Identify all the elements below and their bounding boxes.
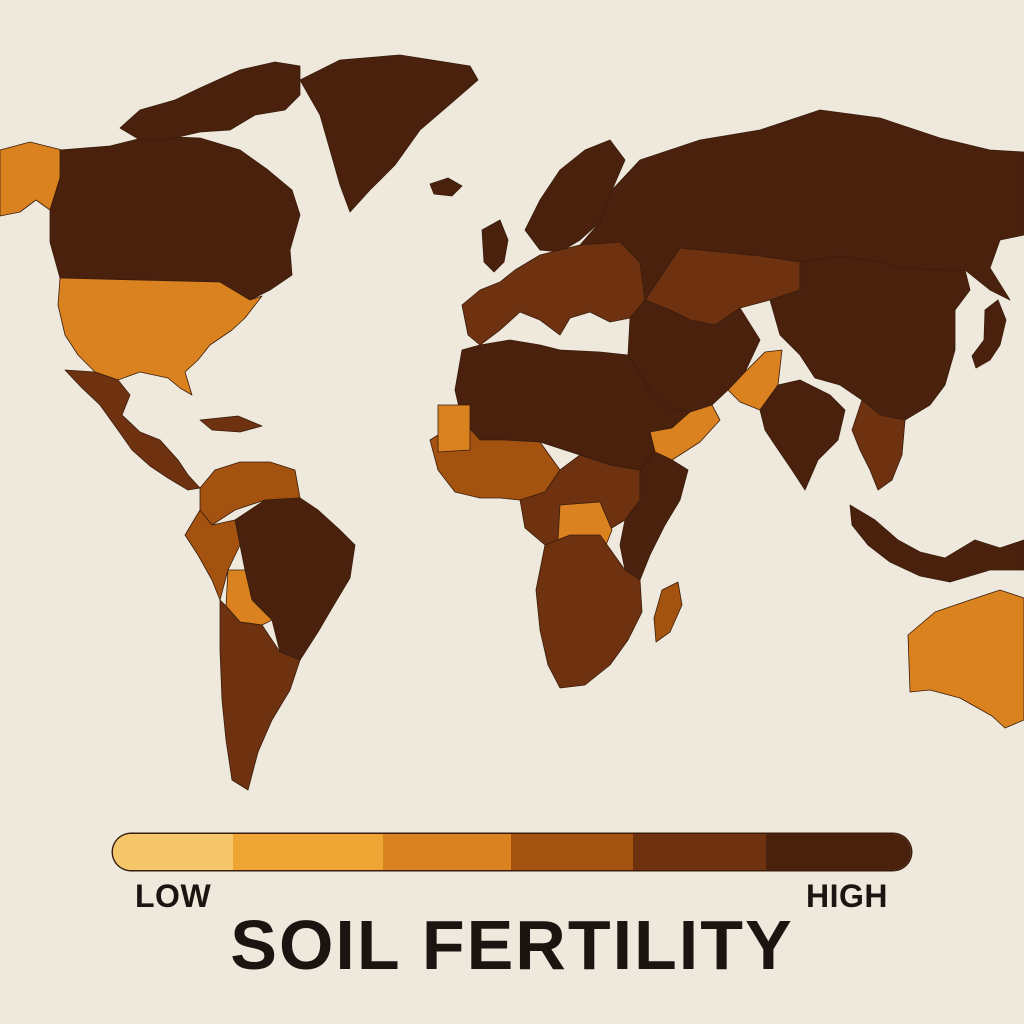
legend-high-label: HIGH <box>806 878 888 914</box>
region-greenland <box>299 54 479 213</box>
region-australia <box>907 589 1024 729</box>
map-title: SOIL FERTILITY <box>230 906 794 984</box>
region-arctic-islands <box>119 61 301 141</box>
region-southern-africa <box>535 534 643 689</box>
region-india <box>759 379 846 491</box>
region-iceland <box>429 177 463 197</box>
legend-swatch-5 <box>633 834 766 870</box>
world-map <box>0 54 1024 791</box>
region-southeast-asia <box>851 399 906 491</box>
region-southern-cone <box>219 599 301 791</box>
region-mexico-central-america <box>64 369 201 491</box>
legend-swatch-2 <box>233 834 383 870</box>
fertility-color-scale <box>113 834 911 870</box>
region-mauritania <box>437 404 471 453</box>
region-east-africa <box>619 451 689 581</box>
region-caribbean <box>199 415 263 433</box>
region-uk-ireland <box>481 219 509 273</box>
region-usa <box>57 277 263 396</box>
region-europe <box>461 241 646 346</box>
region-china <box>769 255 971 421</box>
legend-swatch-6 <box>766 834 911 870</box>
region-japan <box>971 299 1007 369</box>
region-andes <box>184 509 241 601</box>
region-pakistan <box>727 349 783 411</box>
region-canada <box>49 135 301 301</box>
legend-low-label: LOW <box>135 878 212 914</box>
legend-swatch-1 <box>113 834 233 870</box>
region-brazil <box>234 497 356 661</box>
legend-swatch-4 <box>511 834 633 870</box>
legend-swatch-3 <box>383 834 511 870</box>
region-indonesia <box>849 504 1024 583</box>
region-madagascar <box>653 581 683 643</box>
